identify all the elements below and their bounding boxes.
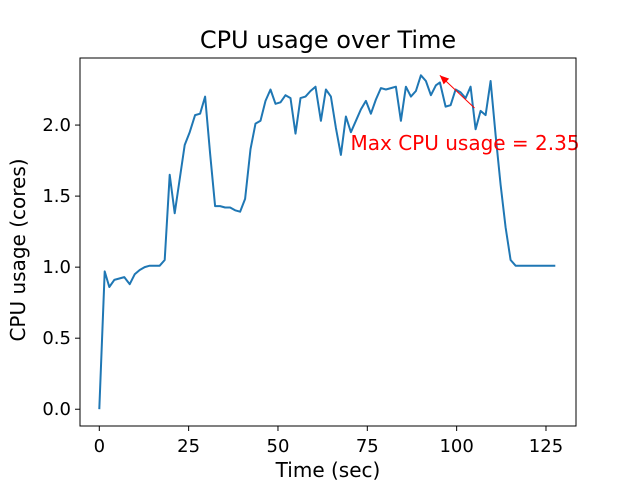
chart-title: CPU usage over Time (200, 26, 456, 54)
axes-frame (79, 57, 577, 427)
cpu-usage-line (98, 74, 556, 410)
x-axis-label: Time (sec) (275, 458, 381, 480)
y-tick-label: 0.0 (42, 399, 71, 420)
y-tick-label: 1.0 (42, 257, 71, 278)
y-axis-label: CPU usage (cores) (6, 158, 30, 341)
annotation-arrowhead (439, 75, 450, 85)
x-tick-label: 25 (177, 436, 200, 457)
x-tick-label: 0 (94, 436, 105, 457)
plot-area: 0 25 50 75 100 125 0.0 0.5 1.0 1.5 2.0 Max CPU usag… (42, 57, 580, 457)
annotation-label: Max CPU usage = 2.35 (351, 131, 580, 155)
x-tick-label: 75 (356, 436, 379, 457)
x-tick-label: 100 (439, 436, 473, 457)
y-tick-label: 1.5 (42, 186, 71, 207)
x-tick-label: 125 (529, 436, 563, 457)
y-tick-label: 0.5 (42, 328, 71, 349)
x-tick-label: 50 (267, 436, 290, 457)
y-tick-label: 2.0 (42, 115, 71, 136)
